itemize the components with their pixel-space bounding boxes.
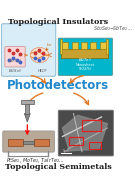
FancyBboxPatch shape [3, 131, 54, 152]
FancyBboxPatch shape [58, 38, 112, 75]
Text: 1μm: 1μm [63, 149, 69, 153]
Text: SiO2/Si: SiO2/Si [79, 67, 92, 71]
Bar [100, 42, 106, 49]
Polygon shape [24, 114, 30, 122]
Bar [89, 142, 101, 149]
Ellipse shape [30, 47, 49, 63]
Bar [69, 137, 83, 145]
FancyBboxPatch shape [1, 24, 56, 76]
Text: HECP: HECP [37, 69, 47, 73]
Bar [72, 42, 78, 49]
Text: Nanosheet: Nanosheet [76, 63, 95, 67]
Bar [60, 39, 63, 54]
Text: $h\nu$: $h\nu$ [46, 41, 53, 48]
Bar [25, 103, 29, 114]
Text: Topological Semimetals: Topological Semimetals [5, 163, 112, 171]
Bar [34, 139, 49, 146]
Text: $\mathit{PtSe_2}$, $\mathit{MoTe_2}$, $\mathit{TaIrTe_2}$...: $\mathit{PtSe_2}$, $\mathit{MoTe_2}$, $\… [6, 156, 64, 165]
Bar [90, 42, 96, 49]
FancyBboxPatch shape [58, 110, 113, 156]
Text: Topological Insulators: Topological Insulators [8, 18, 108, 26]
FancyBboxPatch shape [5, 47, 25, 67]
Text: $\mathit{Sb_2Se_2\!\!-\!\!SbTe_2}$...: $\mathit{Sb_2Se_2\!\!-\!\!SbTe_2}$... [93, 24, 133, 33]
Polygon shape [63, 115, 107, 151]
Bar [21, 100, 34, 104]
Text: Photodetectors: Photodetectors [7, 79, 109, 92]
Bar [23, 141, 34, 144]
Text: $Bi_2Te_3$: $Bi_2Te_3$ [8, 58, 22, 65]
Bar [63, 42, 68, 49]
Bar [82, 119, 101, 131]
Bar [106, 39, 108, 54]
Bar [81, 42, 87, 49]
Bar [8, 139, 23, 146]
Bar [61, 49, 108, 58]
Text: $Bi_2Se_3$: $Bi_2Se_3$ [8, 67, 22, 75]
Text: $Bi_2Te_3$: $Bi_2Te_3$ [78, 57, 92, 64]
